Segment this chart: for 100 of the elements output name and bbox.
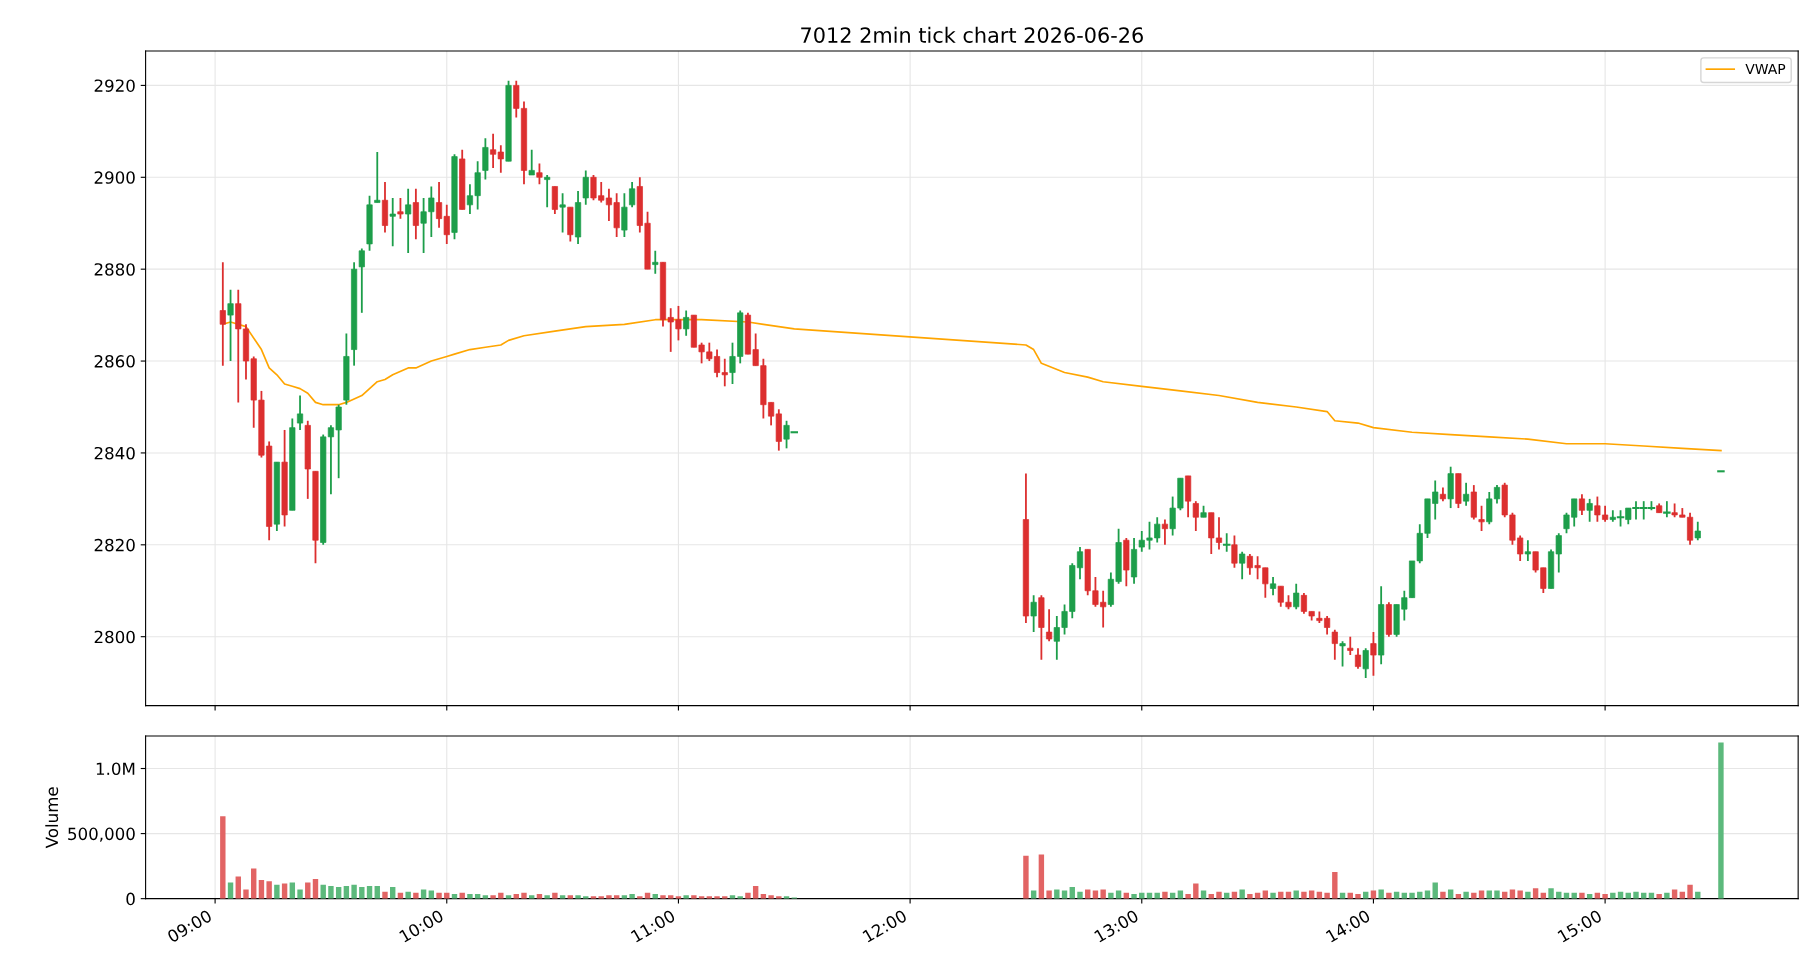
y-tick-label: 2880	[94, 263, 135, 276]
bar	[606, 895, 612, 899]
bar	[544, 895, 550, 899]
bar	[274, 884, 280, 899]
candlestick	[1161, 518, 1168, 546]
bar	[467, 893, 473, 899]
bar	[220, 816, 226, 899]
bar	[660, 895, 666, 899]
bar	[1247, 893, 1253, 899]
bar	[359, 887, 365, 899]
bar	[1077, 891, 1083, 899]
candlestick	[1347, 635, 1354, 656]
bar	[1270, 892, 1276, 899]
bar	[1440, 891, 1446, 899]
candlestick	[1269, 576, 1277, 597]
bar	[405, 891, 411, 899]
candlestick	[528, 148, 535, 176]
bar	[1038, 854, 1045, 899]
bar	[1386, 892, 1392, 899]
candlestick	[559, 192, 566, 234]
bar	[768, 895, 774, 899]
bar	[1301, 891, 1307, 899]
bar	[552, 892, 558, 899]
candlestick	[1524, 539, 1531, 562]
y-tick-label: 2800	[94, 630, 135, 644]
bar	[1046, 890, 1052, 899]
bar	[266, 881, 272, 899]
candlestick	[582, 169, 589, 206]
y-tick-label: 2900	[94, 171, 135, 184]
candlestick	[683, 309, 690, 337]
bar	[1355, 893, 1361, 899]
candlestick	[227, 288, 234, 362]
candlestick	[551, 185, 558, 215]
candlestick	[652, 249, 659, 275]
bar	[1602, 893, 1608, 899]
bar	[1085, 889, 1091, 899]
candlestick	[1192, 500, 1199, 532]
candlestick	[629, 180, 636, 209]
candlestick	[358, 247, 365, 314]
bar	[575, 895, 581, 899]
bar	[420, 889, 427, 899]
bar	[1494, 890, 1500, 899]
bar	[1432, 882, 1438, 899]
bar	[436, 892, 442, 899]
candlestick	[374, 151, 381, 204]
bar	[1687, 884, 1693, 899]
bar	[714, 896, 720, 899]
bar	[776, 896, 782, 899]
bar	[1216, 891, 1222, 899]
bar	[1100, 889, 1106, 899]
bar	[1409, 892, 1415, 899]
candlestick	[1239, 550, 1246, 581]
bar	[1548, 888, 1554, 899]
bar	[1447, 889, 1454, 899]
candlestick	[1030, 594, 1037, 634]
bar	[1633, 891, 1639, 899]
bar	[683, 895, 689, 899]
bar	[745, 892, 751, 899]
candlestick	[219, 261, 226, 367]
candlestick	[1354, 647, 1362, 670]
bar	[1162, 891, 1168, 899]
bar	[1332, 871, 1338, 899]
bar	[1656, 893, 1662, 899]
bar	[1471, 892, 1477, 899]
bar	[1324, 892, 1330, 899]
candlestick	[405, 187, 412, 254]
candlestick	[397, 197, 404, 220]
y-tick-label: 2860	[94, 355, 135, 368]
candlestick	[482, 137, 489, 181]
bar	[1509, 889, 1516, 899]
y-axis-title: Volume	[45, 787, 59, 849]
candlestick	[1586, 497, 1593, 523]
candlestick	[1293, 582, 1300, 611]
bar	[243, 889, 249, 899]
bar	[490, 895, 496, 899]
candlestick	[1222, 532, 1231, 553]
bar	[1054, 889, 1060, 899]
candlestick	[389, 197, 396, 248]
bar	[1671, 889, 1678, 899]
bar	[1463, 891, 1469, 899]
chart-title: 7012 2min tick chart 2026-06-26	[801, 26, 1143, 43]
bar	[1185, 893, 1191, 899]
y-tick-label: 2840	[94, 446, 135, 460]
bar	[637, 896, 643, 899]
y-tick-label: 500,000	[68, 827, 135, 842]
bar	[1378, 889, 1384, 899]
y-tick-label: 1.0M	[96, 762, 135, 776]
candlestick	[536, 162, 543, 186]
bar	[251, 868, 257, 899]
bar	[289, 882, 296, 899]
bar	[382, 891, 388, 899]
candlestick	[1339, 640, 1346, 668]
candlestick	[296, 394, 304, 431]
y-tick-label: 0	[126, 892, 135, 906]
bar	[1610, 892, 1616, 899]
bar	[1193, 883, 1199, 899]
candlestick	[621, 192, 628, 238]
y-tick-label: 2920	[94, 79, 135, 92]
candlestick	[1046, 608, 1053, 643]
candlestick	[1694, 520, 1701, 542]
